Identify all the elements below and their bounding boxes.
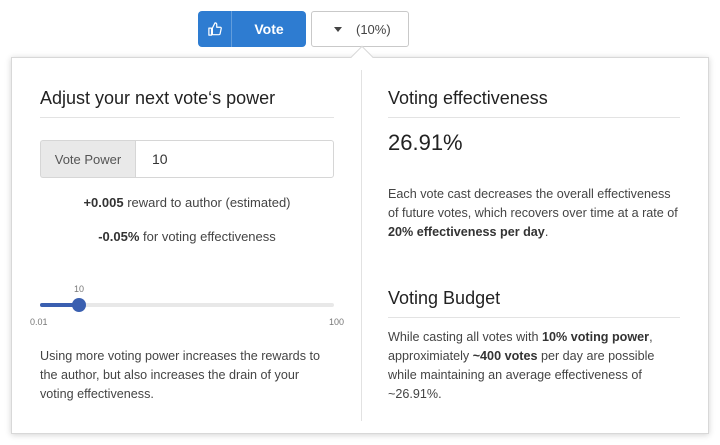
vote-power-dropdown-value: (10%) [356, 21, 391, 37]
vote-power-dropdown[interactable]: (10%) [311, 11, 409, 47]
adjust-power-heading: Adjust your next vote‘s power [40, 88, 334, 118]
budget-text-1: While casting all votes with [388, 330, 539, 344]
slider-fill [40, 303, 79, 307]
reward-text: reward to author (estimated) [127, 195, 291, 210]
voting-budget-heading: Voting Budget [388, 288, 680, 318]
vote-power-slider[interactable]: 10 0.01 100 [30, 284, 344, 328]
effectiveness-text-1: Each vote cast decreases the overall eff… [388, 187, 678, 220]
reward-amount: +0.005 [83, 195, 124, 210]
budget-description: While casting all votes with 10% voting … [388, 328, 680, 404]
effectiveness-rate: 20% effectiveness per day [388, 225, 545, 239]
voting-effectiveness-heading: Voting effectiveness [388, 88, 680, 118]
effectiveness-value: 26.91% [388, 130, 463, 155]
slider-handle[interactable] [72, 298, 86, 312]
vote-power-field: Vote Power [40, 140, 334, 178]
budget-votes: ~400 votes [472, 349, 538, 363]
effectiveness-cost-amount: -0.05% [98, 229, 140, 244]
vote-power-label: Vote Power [40, 140, 135, 178]
reward-estimate: +0.005 reward to author (estimated) [40, 195, 334, 210]
vote-power-input[interactable] [135, 140, 334, 178]
effectiveness-description: Each vote cast decreases the overall eff… [388, 185, 680, 242]
vote-button-label: Vote [254, 21, 284, 37]
budget-text-2: , approximiately [388, 330, 653, 363]
effectiveness-cost-text: for voting effectiveness [143, 229, 276, 244]
slider-max-label: 100 [328, 317, 344, 327]
budget-power: 10% voting power [542, 330, 650, 344]
thumbs-up-icon [198, 11, 232, 47]
caret-down-icon [334, 26, 342, 32]
slider-value-label: 10 [74, 284, 85, 294]
budget-text-3: per day are possible while maintaining a… [388, 349, 655, 401]
slider-min-label: 0.01 [30, 317, 48, 327]
power-description: Using more voting power increases the re… [40, 349, 320, 401]
column-divider [361, 70, 362, 421]
vote-button[interactable]: Vote [198, 11, 306, 47]
effectiveness-cost: -0.05% for voting effectiveness [40, 229, 334, 244]
effectiveness-text-2: . [544, 225, 549, 239]
vote-power-popover: Adjust your next vote‘s power Vote Power… [11, 57, 709, 434]
slider-track[interactable] [40, 298, 334, 312]
